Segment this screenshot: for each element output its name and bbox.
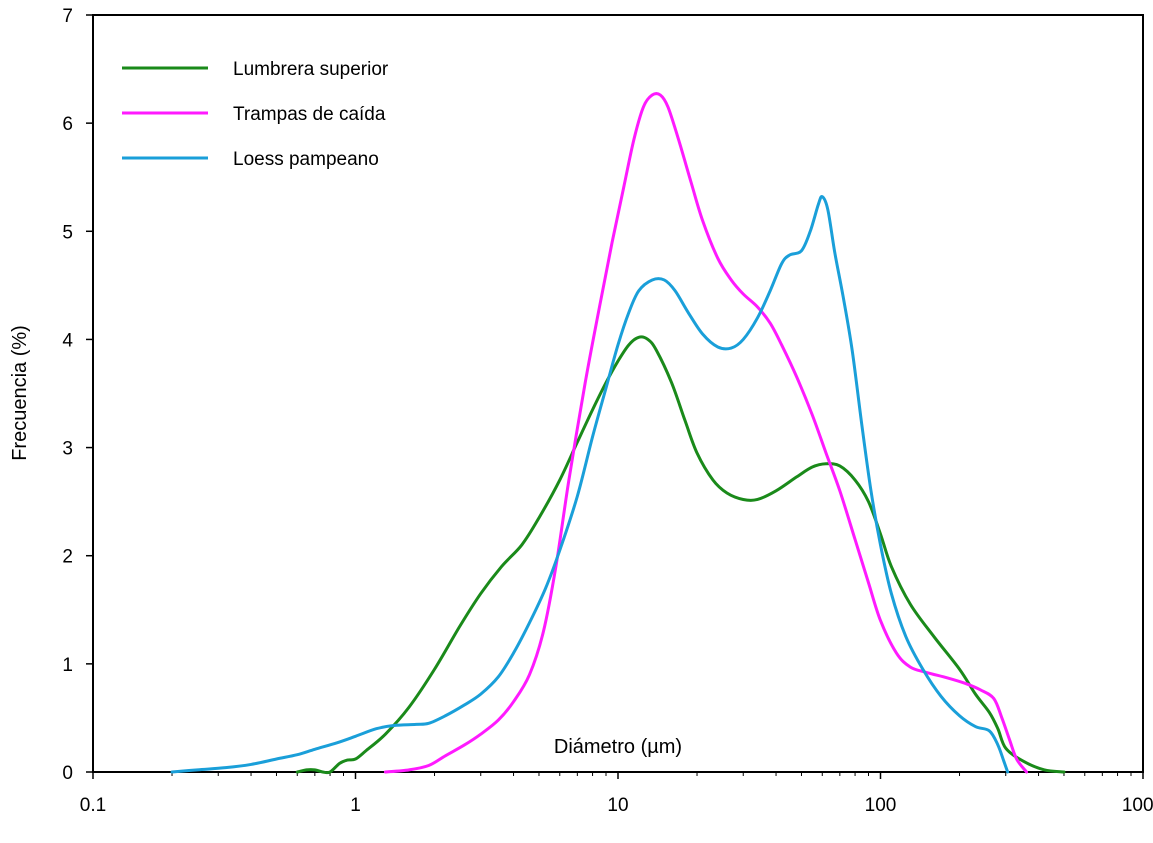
y-tick-label-2: 2: [62, 547, 73, 568]
y-axis-title: Frecuencia (%): [9, 325, 31, 461]
series-line-1: [383, 92, 1029, 774]
plot-frame: [92, 14, 1144, 773]
x-axis-title: Diámetro (µm): [554, 736, 682, 758]
y-tick-label-7: 7: [62, 6, 73, 27]
series-lines: [170, 92, 1066, 775]
legend-label-2: Loess pampeano: [233, 149, 379, 170]
legend-label-1: Trampas de caída: [233, 104, 386, 125]
legend: Lumbrera superior Trampas de caída Loess p…: [122, 59, 389, 170]
legend-label-0: Lumbrera superior: [233, 59, 389, 80]
y-tick-label-6: 6: [62, 114, 73, 135]
y-tick-label-4: 4: [62, 330, 73, 351]
x-tick-label-0: 0.1: [80, 795, 106, 816]
series-line-0: [295, 335, 1066, 775]
y-tick-label-1: 1: [62, 655, 73, 676]
x-tick-label-1: 1: [350, 795, 361, 816]
y-tick-label-3: 3: [62, 439, 73, 460]
y-tick-label-0: 0: [62, 763, 73, 784]
series-line-2: [170, 195, 1010, 774]
y-tick-label-5: 5: [62, 222, 73, 243]
x-tick-label-3: 100: [865, 795, 897, 816]
x-tick-label-2: 10: [607, 795, 628, 816]
y-axis: 0 1 2 3 4 5 6 7: [62, 6, 93, 784]
